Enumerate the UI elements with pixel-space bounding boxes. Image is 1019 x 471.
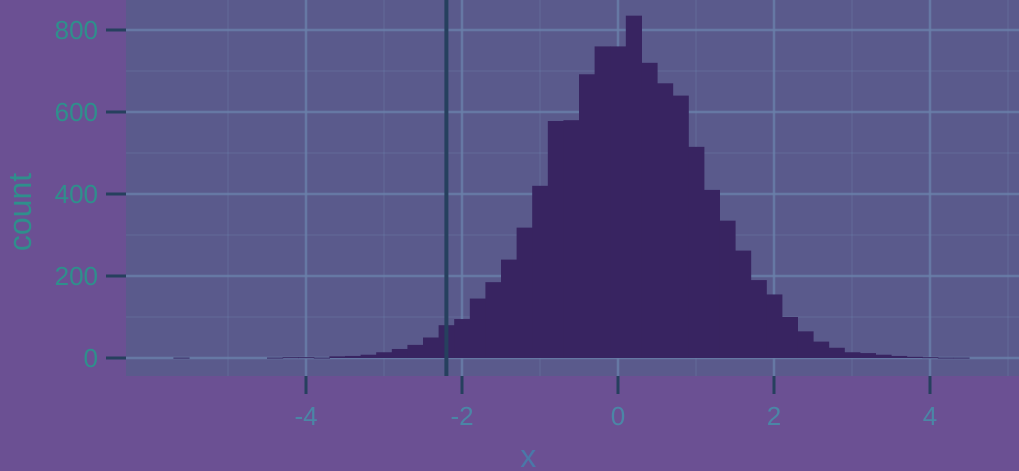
histogram-bar	[594, 46, 611, 359]
y-tick-label: 600	[55, 97, 98, 127]
histogram-bar	[844, 352, 861, 358]
x-tick-label: -2	[450, 401, 473, 431]
histogram-bar	[407, 344, 424, 358]
histogram-bar	[922, 357, 939, 359]
histogram-bar	[703, 189, 720, 358]
histogram-bar	[657, 83, 674, 359]
histogram-bar	[501, 259, 518, 358]
histogram-bar	[376, 352, 393, 358]
histogram-bar	[875, 354, 892, 358]
y-tick-label: 400	[55, 179, 98, 209]
histogram-bar	[391, 348, 408, 358]
histogram-bar	[891, 355, 908, 358]
histogram-bar	[485, 282, 502, 358]
histogram-bar	[282, 357, 299, 359]
histogram-bar	[906, 356, 923, 358]
y-tick-label: 200	[55, 261, 98, 291]
histogram-bar	[641, 62, 658, 359]
histogram-bar	[532, 185, 549, 358]
histogram-bar	[750, 280, 767, 358]
histogram-bars	[173, 15, 970, 359]
x-axis-title: x	[520, 438, 536, 471]
histogram-bar	[267, 357, 284, 359]
histogram-bar	[828, 347, 845, 358]
histogram-bar	[953, 357, 970, 359]
y-axis-title: count	[2, 173, 38, 251]
histogram-bar	[610, 46, 627, 359]
y-axis: 0 200 400 600 800	[55, 15, 126, 373]
x-tick-label: -4	[294, 401, 317, 431]
histogram-bar	[298, 357, 315, 359]
histogram-bar	[547, 121, 564, 359]
histogram-bar	[423, 337, 440, 358]
histogram-bar	[579, 74, 596, 358]
histogram-bar	[859, 353, 876, 358]
histogram-bar	[735, 250, 752, 358]
x-axis: -4 -2 0 2 4	[294, 376, 937, 431]
histogram-bar	[797, 331, 814, 358]
histogram-bar	[781, 317, 798, 358]
histogram-bar	[516, 227, 533, 358]
y-tick-label: 0	[84, 343, 98, 373]
histogram-bar	[173, 357, 190, 359]
histogram-bar	[766, 294, 783, 358]
histogram-bar	[625, 15, 642, 359]
x-tick-label: 0	[611, 401, 625, 431]
x-tick-label: 4	[923, 401, 937, 431]
histogram-bar	[813, 341, 830, 358]
histogram-bar	[469, 298, 486, 358]
histogram-bar	[672, 95, 689, 358]
histogram-bar	[329, 356, 346, 358]
y-tick-label: 800	[55, 15, 98, 45]
histogram-bar	[313, 357, 330, 359]
x-tick-label: 2	[767, 401, 781, 431]
histogram-bar	[937, 357, 954, 359]
histogram-bar	[345, 355, 362, 358]
histogram-bar	[360, 354, 377, 358]
histogram-bar	[563, 120, 580, 358]
histogram-bar	[688, 146, 705, 358]
histogram-bar	[719, 220, 736, 358]
histogram-bar	[454, 319, 471, 358]
